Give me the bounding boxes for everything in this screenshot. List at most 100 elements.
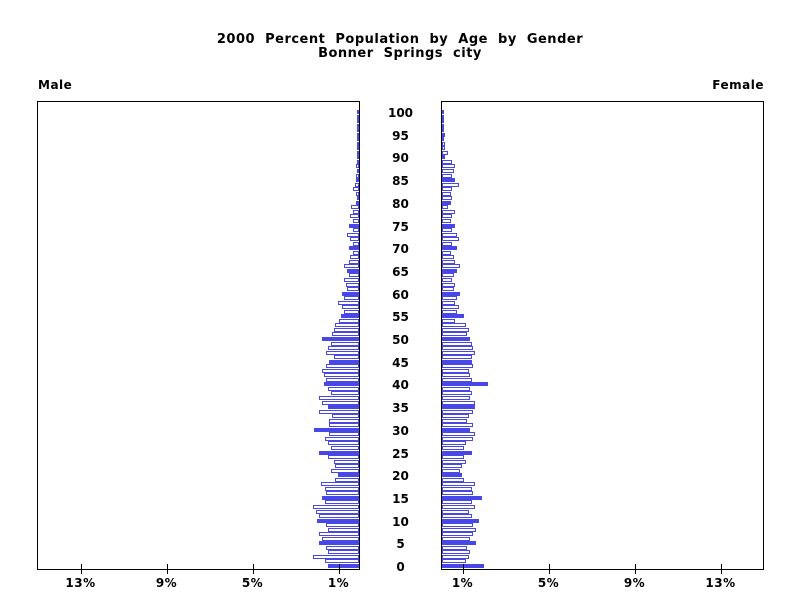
female-bar-age-60 bbox=[442, 291, 461, 296]
female-bar-age-99 bbox=[442, 114, 445, 119]
male-bar-age-21 bbox=[331, 468, 359, 473]
age-tick-label-40: 40 bbox=[392, 378, 409, 393]
female-bar-age-82 bbox=[442, 191, 451, 196]
female-bar-age-51 bbox=[442, 332, 467, 337]
age-tick-label-30: 30 bbox=[392, 423, 409, 438]
age-tick-label-80: 80 bbox=[392, 196, 409, 211]
female-bar-age-18 bbox=[442, 482, 476, 487]
age-tick-label-20: 20 bbox=[392, 469, 409, 484]
male-pct-label-5: 5% bbox=[241, 576, 264, 590]
male-bar-age-35 bbox=[327, 405, 359, 410]
male-bar-age-61 bbox=[347, 287, 359, 292]
male-bar-age-60 bbox=[341, 291, 359, 296]
male-bar-age-2 bbox=[312, 554, 359, 559]
female-bar-age-79 bbox=[442, 205, 449, 210]
male-bar-age-29 bbox=[328, 432, 359, 437]
male-bar-age-34 bbox=[319, 409, 359, 414]
male-bar-age-69 bbox=[352, 250, 359, 255]
female-bar-age-24 bbox=[442, 455, 464, 460]
male-bar-age-33 bbox=[332, 414, 359, 419]
female-bar-age-23 bbox=[442, 459, 466, 464]
female-bar-age-33 bbox=[442, 414, 469, 419]
female-bar-age-46 bbox=[442, 355, 473, 360]
male-bar-age-53 bbox=[335, 323, 359, 328]
female-bar-age-7 bbox=[442, 532, 474, 537]
female-bar-age-67 bbox=[442, 259, 455, 264]
female-bar-age-1 bbox=[442, 559, 466, 564]
male-bar-age-26 bbox=[331, 445, 359, 450]
female-bar-age-97 bbox=[442, 123, 445, 128]
age-tick-label-50: 50 bbox=[392, 333, 409, 347]
female-bar-age-12 bbox=[442, 509, 469, 514]
male-bar-age-54 bbox=[338, 318, 359, 323]
male-bar-age-22 bbox=[335, 464, 359, 469]
male-bar-age-66 bbox=[343, 264, 359, 269]
male-bar-age-56 bbox=[343, 309, 359, 314]
male-bar-age-16 bbox=[325, 491, 359, 496]
female-bar-age-98 bbox=[442, 119, 445, 124]
age-tick-label-65: 65 bbox=[392, 264, 409, 279]
male-bar-age-37 bbox=[319, 396, 359, 401]
female-bar-age-52 bbox=[442, 327, 469, 332]
female-bar-age-22 bbox=[442, 464, 463, 469]
female-bar-age-55 bbox=[442, 314, 464, 319]
male-bar-age-83 bbox=[352, 187, 359, 192]
male-bar-age-19 bbox=[335, 477, 359, 482]
male-pct-label-13-tick bbox=[80, 564, 82, 574]
male-bar-age-40 bbox=[323, 382, 359, 387]
male-bar-age-32 bbox=[328, 418, 359, 423]
male-bar-age-38 bbox=[331, 391, 359, 396]
female-bar-age-84 bbox=[442, 182, 460, 187]
female-bar-age-59 bbox=[442, 296, 458, 301]
female-pct-label-9-tick bbox=[634, 564, 636, 574]
female-bar-age-3 bbox=[442, 550, 470, 555]
male-bar-age-75 bbox=[349, 223, 359, 228]
male-bar-age-28 bbox=[324, 436, 359, 441]
chart-title-line2: Bonner Springs city bbox=[318, 46, 482, 61]
age-tick-label-70: 70 bbox=[392, 242, 409, 257]
female-bar-age-26 bbox=[442, 445, 464, 450]
male-bar-age-59 bbox=[343, 296, 359, 301]
male-bar-age-94 bbox=[357, 137, 359, 142]
male-bar-age-3 bbox=[327, 550, 359, 555]
female-bar-age-58 bbox=[442, 300, 455, 305]
male-bar-age-57 bbox=[341, 305, 359, 310]
female-bar-age-35 bbox=[442, 405, 476, 410]
male-bar-age-86 bbox=[355, 173, 359, 178]
female-bar-age-30 bbox=[442, 427, 470, 432]
age-tick-label-25: 25 bbox=[392, 446, 409, 461]
female-bar-age-40 bbox=[442, 382, 489, 387]
male-bar-age-39 bbox=[327, 386, 359, 391]
male-bar-age-64 bbox=[349, 273, 359, 278]
female-bar-age-61 bbox=[442, 287, 454, 292]
female-bar-age-68 bbox=[442, 255, 454, 260]
male-bar-age-43 bbox=[322, 368, 359, 373]
male-bar-age-24 bbox=[327, 455, 359, 460]
male-bar-age-88 bbox=[356, 164, 359, 169]
male-pct-label-5-tick bbox=[252, 564, 254, 574]
age-tick-label-75: 75 bbox=[392, 219, 409, 234]
male-bar-age-55 bbox=[340, 314, 359, 319]
female-bar-age-14 bbox=[442, 500, 473, 505]
male-bar-age-27 bbox=[327, 441, 359, 446]
male-bar-age-74 bbox=[352, 228, 359, 233]
female-bar-age-91 bbox=[442, 150, 449, 155]
female-bar-age-89 bbox=[442, 159, 452, 164]
female-bar-age-5 bbox=[442, 541, 477, 546]
female-bar-age-8 bbox=[442, 527, 477, 532]
male-bar-age-4 bbox=[325, 545, 359, 550]
female-bar-age-62 bbox=[442, 282, 455, 287]
female-bar-age-94 bbox=[442, 137, 445, 142]
male-bar-age-52 bbox=[334, 327, 359, 332]
female-bar-age-81 bbox=[442, 196, 452, 201]
female-bar-age-36 bbox=[442, 400, 476, 405]
female-bar-age-65 bbox=[442, 268, 458, 273]
male-bar-age-70 bbox=[349, 246, 359, 251]
female-bar-age-95 bbox=[442, 132, 445, 137]
age-tick-label-90: 90 bbox=[392, 151, 409, 166]
age-tick-label-100: 100 bbox=[387, 106, 414, 120]
male-bar-age-98 bbox=[357, 119, 359, 124]
male-bar-age-15 bbox=[322, 495, 359, 500]
male-bar-age-23 bbox=[334, 459, 359, 464]
male-bar-age-78 bbox=[352, 209, 359, 214]
